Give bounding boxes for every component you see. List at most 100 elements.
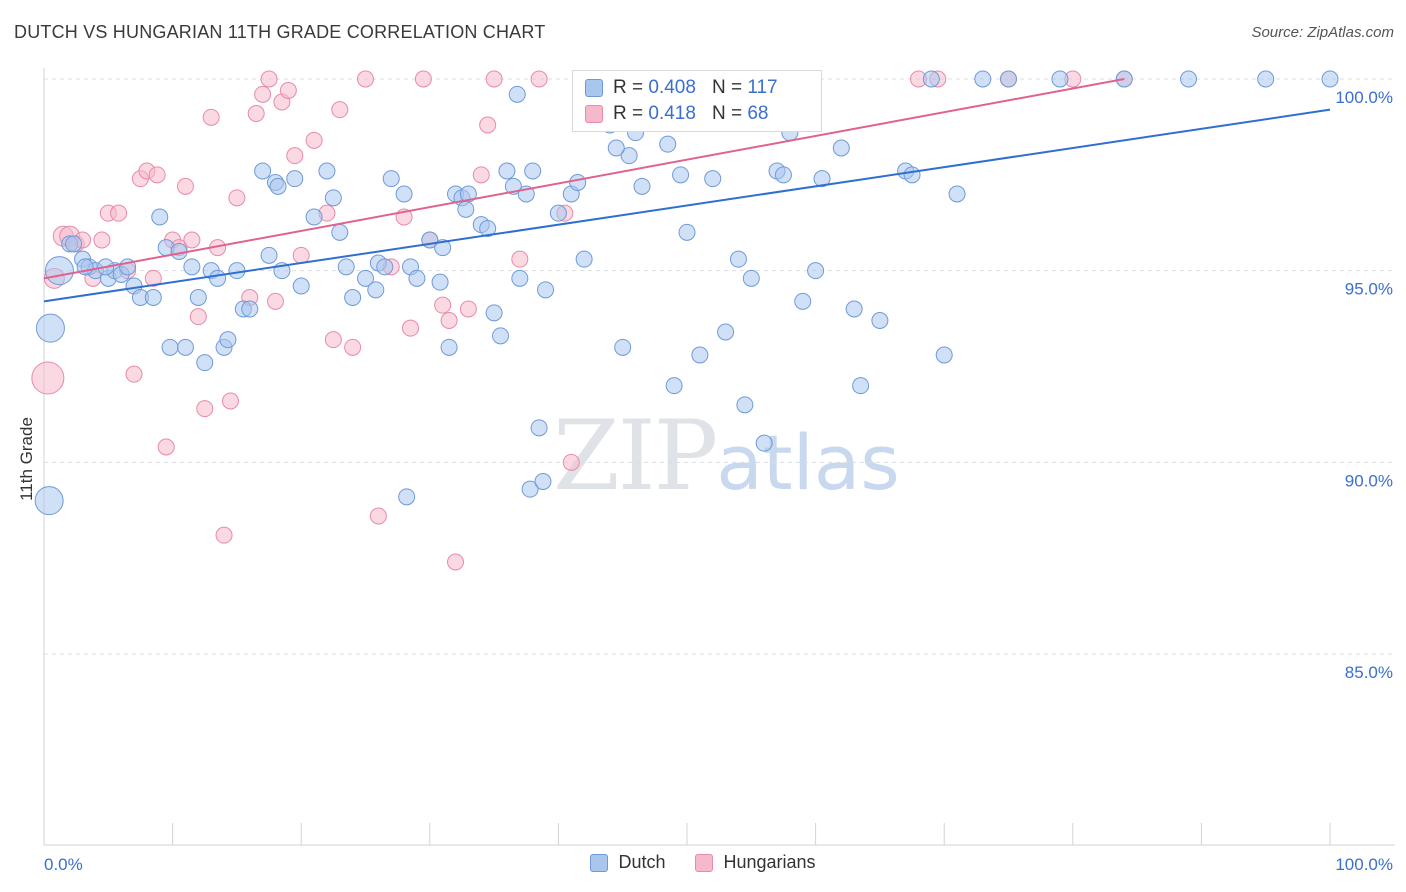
hungarians-point bbox=[472, 166, 490, 184]
dutch-point bbox=[948, 185, 966, 203]
y-axis-label: 11th Grade bbox=[17, 417, 36, 501]
dutch-point bbox=[832, 139, 850, 157]
legend-n-label: N = bbox=[711, 103, 743, 124]
dutch-point bbox=[807, 262, 825, 280]
dutch-point bbox=[534, 473, 552, 490]
hungarians-point bbox=[110, 204, 128, 222]
legend-label-hungarians: Hungarians bbox=[723, 852, 816, 872]
dutch-point bbox=[254, 162, 272, 180]
legend-n-label: N = bbox=[711, 77, 743, 98]
hungarians-point bbox=[324, 331, 342, 349]
dutch-point bbox=[241, 300, 259, 318]
dutch-point bbox=[457, 200, 475, 218]
dutch-point bbox=[511, 269, 529, 287]
hungarians-point bbox=[215, 526, 233, 544]
dutch-point bbox=[228, 262, 246, 280]
legend-r-value: 0.418 bbox=[648, 103, 696, 124]
hungarians-point bbox=[440, 312, 458, 329]
watermark-zip: ZIP bbox=[553, 400, 718, 512]
dutch-point bbox=[607, 139, 625, 157]
dutch-point bbox=[151, 208, 169, 226]
hungarians-point bbox=[530, 70, 548, 88]
dutch-point bbox=[575, 250, 593, 268]
dutch-point bbox=[845, 300, 863, 318]
hungarians-point bbox=[305, 131, 323, 149]
legend-row-dutch: R = 0.408 N = 117 bbox=[585, 76, 778, 100]
dutch-point bbox=[44, 256, 74, 286]
legend-item-dutch[interactable]: Dutch bbox=[590, 852, 665, 873]
dutch-point bbox=[794, 292, 812, 310]
dutch-point bbox=[395, 185, 413, 203]
dutch-point bbox=[344, 289, 362, 306]
dutch-point bbox=[871, 312, 889, 329]
dutch-point bbox=[537, 281, 555, 299]
dutch-point bbox=[337, 258, 355, 276]
hungarians-point bbox=[148, 166, 166, 184]
hungarians-point bbox=[31, 361, 65, 395]
dutch-point bbox=[434, 239, 452, 257]
dutch-point bbox=[1000, 70, 1017, 88]
dutch-point bbox=[521, 480, 539, 498]
dutch-point bbox=[633, 177, 651, 195]
hungarians-point bbox=[292, 246, 310, 264]
dutch-point bbox=[260, 246, 278, 264]
dutch-point bbox=[974, 70, 992, 88]
dutch-point bbox=[717, 323, 735, 341]
dutch-point bbox=[498, 162, 516, 180]
dutch-point bbox=[398, 488, 416, 506]
dutch-point bbox=[903, 166, 921, 184]
legend-label-dutch: Dutch bbox=[618, 852, 666, 872]
legend-item-hungarians[interactable]: Hungarians bbox=[695, 852, 816, 873]
hungarians-point bbox=[286, 147, 304, 165]
dutch-point bbox=[1321, 70, 1339, 88]
hungarians-point bbox=[447, 553, 465, 571]
legend-r-value: 0.408 bbox=[648, 77, 696, 98]
dutch-point bbox=[774, 166, 792, 184]
dutch-point bbox=[357, 269, 374, 287]
dutch-point bbox=[1051, 70, 1069, 88]
dutch-point bbox=[189, 289, 207, 306]
hungarians-point bbox=[183, 231, 201, 249]
dutch-point bbox=[549, 204, 567, 222]
hungarians-point bbox=[485, 70, 503, 88]
dutch-point bbox=[665, 377, 683, 395]
dutch-point bbox=[209, 269, 227, 287]
dutch-point bbox=[704, 170, 722, 188]
dutch-point bbox=[196, 354, 214, 372]
dutch-point bbox=[691, 346, 709, 364]
dutch-point bbox=[729, 250, 747, 268]
dutch-trend-line bbox=[43, 108, 1331, 303]
hungarians-point bbox=[176, 177, 194, 195]
hungarians-point bbox=[189, 308, 207, 326]
dutch-point bbox=[508, 85, 526, 103]
dutch-point bbox=[376, 258, 394, 276]
y-tick-label: 85.0% bbox=[1345, 663, 1393, 682]
legend-n-value: 68 bbox=[747, 103, 769, 124]
hungarians-point bbox=[144, 269, 162, 287]
dutch-point bbox=[922, 70, 940, 88]
hungarians-point bbox=[221, 392, 239, 410]
dutch-point bbox=[219, 331, 237, 349]
legend-swatch-dutch bbox=[590, 853, 609, 872]
dutch-point bbox=[286, 170, 304, 188]
legend-row-hungarians: R = 0.418 N = 68 bbox=[585, 102, 768, 126]
legend-swatch-hungarians bbox=[585, 105, 603, 123]
y-tick-label: 90.0% bbox=[1345, 471, 1393, 490]
dutch-point bbox=[524, 162, 542, 180]
hungarians-point bbox=[511, 250, 529, 268]
dutch-point bbox=[35, 313, 65, 343]
dutch-point bbox=[852, 377, 870, 395]
dutch-point bbox=[408, 269, 426, 287]
hungarians-point bbox=[344, 338, 362, 356]
dutch-point bbox=[672, 166, 690, 184]
dutch-point bbox=[176, 338, 194, 356]
dutch-point bbox=[485, 304, 503, 322]
hungarians-point bbox=[434, 296, 452, 314]
dutch-point bbox=[440, 338, 458, 356]
dutch-point bbox=[382, 170, 400, 188]
legend-swatch-hungarians bbox=[695, 853, 714, 872]
dutch-point bbox=[305, 208, 323, 226]
x-tick-label: 0.0% bbox=[44, 855, 83, 874]
hungarians-point bbox=[331, 101, 349, 119]
